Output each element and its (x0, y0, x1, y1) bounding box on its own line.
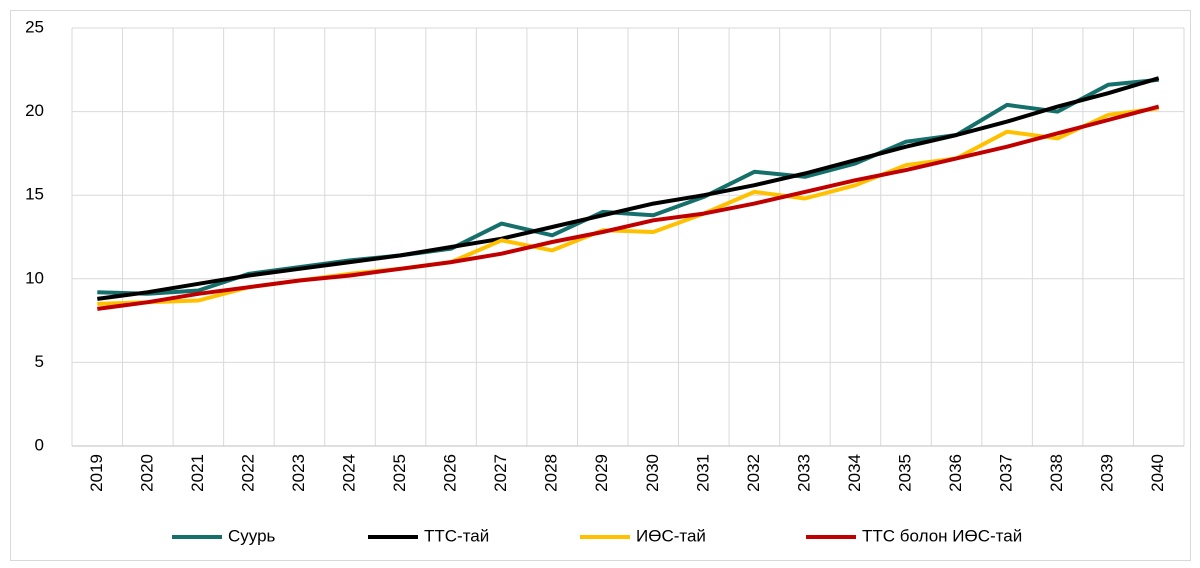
x-tick-label: 2024 (339, 454, 358, 492)
x-tick-label: 2030 (643, 454, 662, 492)
x-tick-label: 2034 (845, 454, 864, 492)
x-tick-label: 2026 (441, 454, 460, 492)
x-tick-label: 2028 (542, 454, 561, 492)
chart-border (10, 10, 1191, 561)
x-tick-label: 2033 (794, 454, 813, 492)
x-tick-label: 2031 (693, 454, 712, 492)
x-tick-label: 2021 (188, 454, 207, 492)
legend-label: Суурь (228, 526, 276, 545)
y-tick-label: 15 (25, 185, 44, 204)
y-tick-label: 10 (25, 268, 44, 287)
line-series (97, 76, 1160, 301)
legend-label: ТТС-тай (424, 526, 489, 545)
x-tick-label: 2025 (390, 454, 409, 492)
x-tick-label: 2023 (289, 454, 308, 492)
line-series (97, 104, 1160, 311)
x-tick-label: 2036 (946, 454, 965, 492)
x-tick-label: 2020 (137, 454, 156, 492)
x-tick-label: 2022 (238, 454, 257, 492)
x-tick-label: 2019 (87, 454, 106, 492)
y-tick-label: 20 (25, 101, 44, 120)
y-tick-label: 0 (35, 435, 44, 454)
x-tick-label: 2039 (1098, 454, 1117, 492)
y-tick-label: 5 (35, 352, 44, 371)
legend-label: ИӨС-тай (636, 526, 706, 545)
x-tick-label: 2038 (1047, 454, 1066, 492)
x-tick-label: 2035 (895, 454, 914, 492)
x-tick-label: 2037 (997, 454, 1016, 492)
x-tick-label: 2029 (592, 454, 611, 492)
legend-label: ТТС болон ИӨС-тай (862, 526, 1022, 545)
x-tick-label: 2027 (491, 454, 510, 492)
x-tick-label: 2040 (1148, 454, 1167, 492)
x-tick-label: 2032 (744, 454, 763, 492)
y-tick-label: 25 (25, 17, 44, 36)
